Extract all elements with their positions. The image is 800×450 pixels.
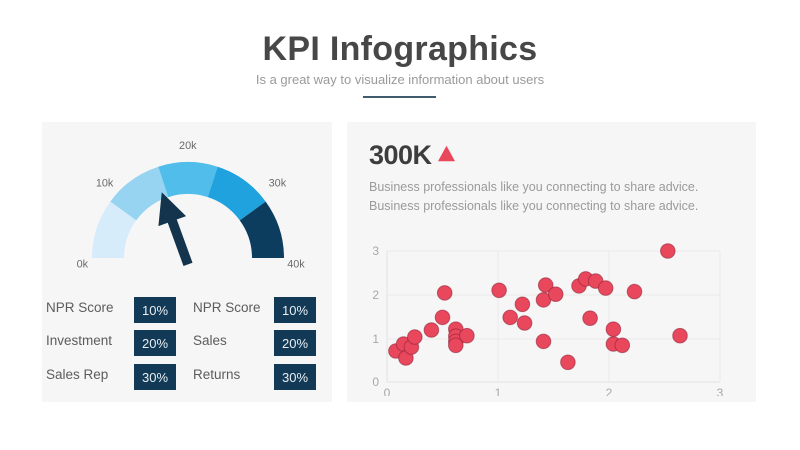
svg-text:0: 0 bbox=[384, 386, 391, 396]
svg-text:1: 1 bbox=[495, 386, 502, 396]
svg-text:3: 3 bbox=[717, 386, 724, 396]
svg-text:3: 3 bbox=[372, 244, 379, 258]
svg-text:2: 2 bbox=[606, 386, 613, 396]
svg-text:2: 2 bbox=[372, 288, 379, 302]
svg-text:0: 0 bbox=[372, 375, 379, 389]
svg-text:1: 1 bbox=[372, 332, 379, 346]
